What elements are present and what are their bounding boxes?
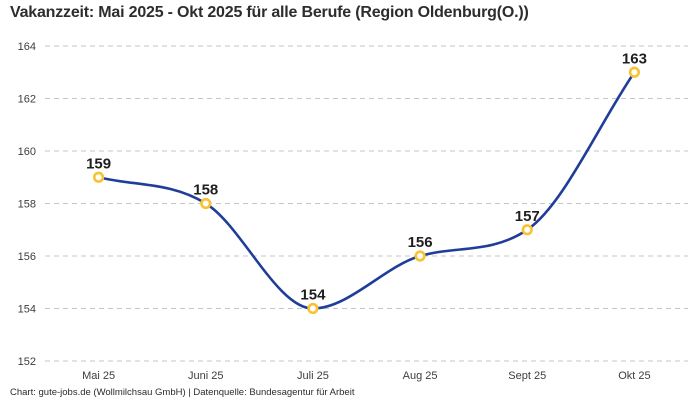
y-axis-tick-label: 152: [18, 356, 36, 368]
data-point-marker[interactable]: [628, 66, 641, 78]
y-axis-tick-label: 164: [18, 41, 36, 53]
data-point-label: 156: [408, 234, 433, 251]
x-axis-tick-label: Mai 25: [82, 370, 115, 382]
data-point-label: 157: [515, 208, 540, 225]
data-point-marker[interactable]: [92, 171, 105, 183]
data-point-marker[interactable]: [307, 302, 319, 315]
chart-footer-credit: Chart: gute-jobs.de (Wollmilchsau GmbH) …: [10, 387, 355, 398]
y-axis-tick-label: 162: [18, 94, 36, 106]
data-point-label: 154: [300, 287, 326, 304]
data-point-marker[interactable]: [200, 197, 212, 210]
chart-title: Vakanzzeit: Mai 2025 - Okt 2025 für alle…: [10, 4, 529, 21]
y-axis-tick-label: 156: [18, 251, 36, 263]
data-point-label: 159: [86, 155, 111, 172]
data-point-marker[interactable]: [521, 224, 533, 236]
x-axis-tick-label: Juni 25: [188, 370, 223, 382]
y-axis-tick-label: 154: [18, 304, 36, 316]
x-axis-tick-label: Okt 25: [618, 370, 650, 382]
y-axis-tick-label: 158: [18, 199, 36, 211]
x-axis-tick-label: Aug 25: [403, 370, 438, 382]
series-line: [97, 70, 636, 310]
x-axis-tick-label: Juli 25: [297, 370, 329, 382]
data-point-marker[interactable]: [414, 250, 426, 262]
data-point-label: 163: [622, 50, 647, 67]
data-point-label: 158: [193, 182, 218, 199]
x-axis-tick-label: Sept 25: [508, 370, 546, 382]
y-axis-tick-label: 160: [18, 146, 36, 158]
